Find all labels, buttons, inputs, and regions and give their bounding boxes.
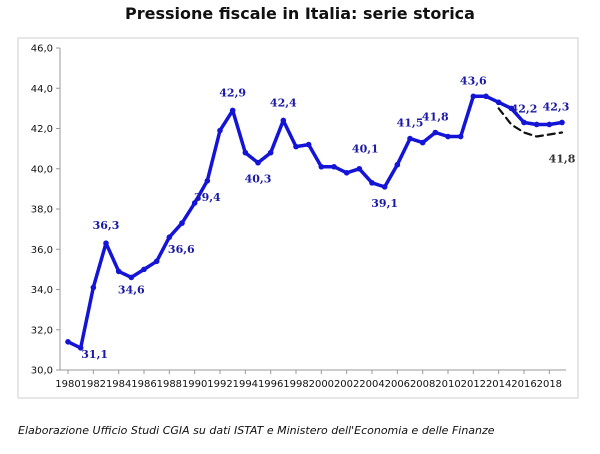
data-labels: 31,1 36,3 34,6 36,6 39,4 42,9 40,3 42,4 40,1 39,1… — [81, 74, 575, 361]
data-label: 41,8 — [422, 111, 449, 124]
data-label: 42,4 — [270, 96, 297, 109]
x-tick-label: 2006 — [385, 379, 410, 390]
data-point — [166, 234, 173, 240]
data-point — [508, 105, 515, 112]
data-point — [483, 93, 489, 100]
y-tick-label: 30,0 — [31, 366, 53, 377]
data-label: 36,6 — [168, 243, 195, 256]
x-tick-label: 1980 — [55, 379, 80, 390]
data-label: 36,3 — [93, 219, 120, 232]
x-tick-label: 1984 — [106, 379, 131, 390]
data-point — [103, 240, 109, 247]
data-point — [521, 119, 527, 126]
data-label: 39,4 — [194, 191, 221, 204]
data-point — [407, 135, 413, 142]
y-tick-label: 34,0 — [31, 285, 53, 296]
data-label: 40,1 — [352, 143, 379, 156]
x-tick-label: 2010 — [435, 379, 460, 390]
data-label: 34,6 — [118, 283, 145, 296]
x-tick-label: 2000 — [309, 379, 334, 390]
data-point — [217, 127, 223, 134]
data-point — [457, 133, 464, 140]
data-point — [470, 93, 477, 100]
y-tick-label: 40,0 — [31, 164, 53, 175]
plot-frame — [17, 37, 579, 399]
data-point — [90, 284, 97, 291]
data-point — [559, 119, 565, 126]
data-point — [77, 345, 84, 351]
main-series-line — [66, 94, 564, 350]
data-label: 42,3 — [543, 100, 570, 113]
data-point — [343, 169, 350, 176]
data-point — [128, 274, 135, 281]
data-label: 31,1 — [81, 348, 108, 361]
data-point — [153, 258, 160, 265]
source-note: Elaborazione Ufficio Studi CGIA su dati … — [18, 424, 495, 437]
data-label: 42,9 — [219, 86, 246, 99]
data-point — [229, 107, 236, 114]
x-tick-label: 1996 — [258, 379, 283, 390]
data-point — [369, 180, 375, 186]
x-tick-label: 1988 — [157, 379, 182, 390]
data-point — [318, 163, 325, 170]
data-point — [204, 178, 211, 184]
x-tick-label: 2002 — [334, 379, 359, 390]
data-point — [533, 121, 540, 128]
data-point — [267, 149, 274, 156]
data-label: 41,5 — [397, 117, 424, 130]
data-point — [356, 165, 363, 172]
data-label: 41,8 — [549, 153, 576, 166]
x-ticks: 1980 1982 1984 1986 1988 1990 1992 1994 1996 1998… — [55, 370, 562, 390]
data-label: 43,6 — [460, 74, 487, 87]
y-tick-label: 36,0 — [31, 245, 53, 256]
x-tick-label: 1990 — [182, 379, 207, 390]
data-point — [445, 133, 451, 140]
y-tick-label: 32,0 — [31, 325, 53, 336]
x-tick-label: 1986 — [131, 379, 156, 390]
data-point — [331, 163, 337, 170]
data-point — [191, 200, 198, 206]
x-tick-label: 1998 — [283, 379, 308, 390]
data-point — [242, 149, 249, 156]
data-label: 39,1 — [371, 197, 398, 210]
data-point — [65, 339, 71, 345]
series-group — [65, 93, 565, 351]
x-tick-label: 2018 — [537, 379, 562, 390]
data-point — [179, 220, 185, 226]
data-point — [432, 129, 439, 136]
data-point — [293, 143, 299, 150]
data-point — [546, 121, 553, 128]
x-tick-label: 2008 — [410, 379, 435, 390]
data-point — [419, 139, 426, 146]
y-tick-label: 44,0 — [31, 84, 53, 95]
data-point — [255, 159, 261, 166]
x-tick-label: 2014 — [486, 379, 511, 390]
data-label: 42,2 — [511, 102, 538, 115]
x-tick-label: 2004 — [359, 379, 384, 390]
data-point — [394, 161, 401, 168]
x-tick-label: 1994 — [233, 379, 258, 390]
x-tick-label: 2012 — [461, 379, 486, 390]
data-label: 40,3 — [245, 173, 272, 186]
chart-title: Pressione fiscale in Italia: serie stori… — [125, 4, 475, 23]
data-point — [495, 99, 502, 106]
data-point — [141, 266, 147, 273]
x-tick-label: 2016 — [511, 379, 536, 390]
x-tick-label: 1982 — [81, 379, 106, 390]
y-ticks: 30,0 32,0 34,0 36,0 38,0 40,0 42,0 44,0 46,0 — [31, 44, 60, 377]
x-tick-label: 1992 — [207, 379, 232, 390]
data-point — [115, 268, 122, 275]
data-point — [305, 141, 312, 148]
data-point — [381, 184, 388, 190]
projection-series-line — [497, 107, 564, 138]
y-tick-label: 46,0 — [31, 44, 53, 55]
y-tick-label: 42,0 — [31, 124, 53, 135]
data-point — [280, 117, 287, 124]
y-tick-label: 38,0 — [31, 205, 53, 216]
line-chart: 30,0 32,0 34,0 36,0 38,0 40,0 42,0 44,0 46,0 198… — [17, 37, 579, 399]
